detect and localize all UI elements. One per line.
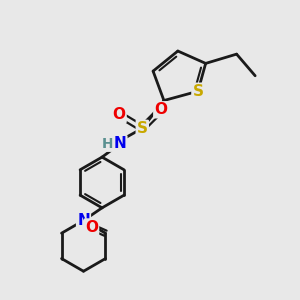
- Text: O: O: [112, 107, 126, 122]
- Text: O: O: [154, 102, 167, 117]
- Text: S: S: [192, 84, 203, 99]
- Text: S: S: [137, 121, 148, 136]
- Text: N: N: [114, 136, 126, 151]
- Text: O: O: [85, 220, 98, 235]
- Text: H: H: [102, 137, 113, 151]
- Text: N: N: [77, 213, 90, 228]
